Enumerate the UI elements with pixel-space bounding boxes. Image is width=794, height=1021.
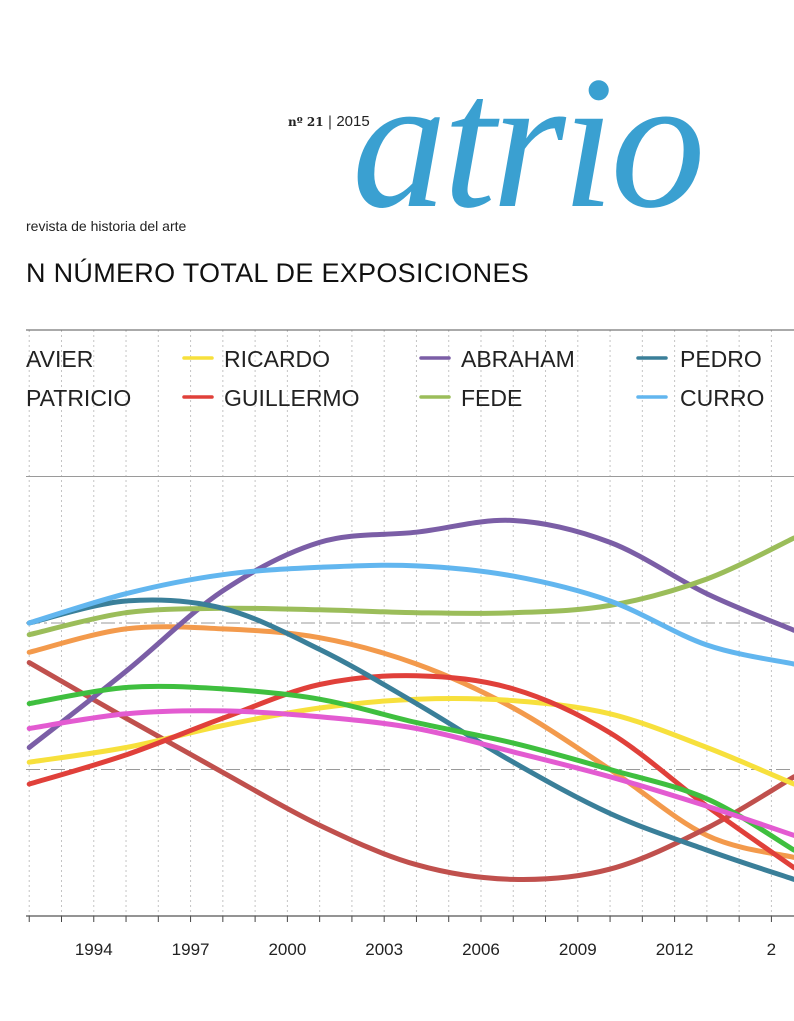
journal-subtitle: revista de historia del arte — [26, 218, 187, 234]
x-tick-label: 2 — [767, 940, 776, 959]
x-tick-label: 2006 — [462, 940, 500, 959]
x-axis: 1994 1997 2000 2003 2006 2009 2012 2 — [75, 940, 776, 959]
x-tick-label: 1997 — [172, 940, 210, 959]
series-line-fede — [26, 535, 794, 638]
legend-label: CURRO — [680, 385, 764, 411]
issue-info: nº 21 | 2015 — [288, 113, 370, 130]
series-line-ricardo — [26, 695, 794, 787]
series-line-pedro — [26, 597, 794, 882]
chart-series — [26, 517, 794, 883]
legend-label: ABRAHAM — [461, 346, 575, 372]
series-line-unnamed-9 — [26, 683, 794, 853]
series-line-avier — [26, 624, 794, 860]
x-tick-label: 2000 — [268, 940, 306, 959]
series-line-curro — [26, 562, 794, 667]
legend-label: PATRICIO — [26, 385, 131, 411]
legend-label: RICARDO — [224, 346, 330, 372]
legend-label: PEDRO — [680, 346, 762, 372]
legend-label: FEDE — [461, 385, 522, 411]
issue-number: nº 21 — [288, 115, 324, 129]
legend-label: GUILLERMO — [224, 385, 359, 411]
series-line-guillermo — [26, 673, 794, 871]
journal-logo: atrio — [352, 38, 706, 248]
series-line-unnamed-10 — [26, 708, 794, 838]
x-tick-label: 2009 — [559, 940, 597, 959]
issue-separator: | — [327, 114, 333, 130]
series-line-patricio — [26, 660, 794, 883]
chart-title: N NÚMERO TOTAL DE EXPOSICIONES — [26, 258, 530, 288]
series-line-abraham — [26, 517, 794, 750]
legend-label: AVIER — [26, 346, 93, 372]
x-tick-label: 1994 — [75, 940, 113, 959]
x-tick-label: 2012 — [656, 940, 694, 959]
x-tick-label: 2003 — [365, 940, 403, 959]
chart-grid — [26, 329, 794, 922]
chart-legend: AVIER PATRICIO RICARDO GUILLERMO ABRAHAM FEDE… — [26, 346, 764, 411]
issue-year: 2015 — [336, 113, 370, 130]
